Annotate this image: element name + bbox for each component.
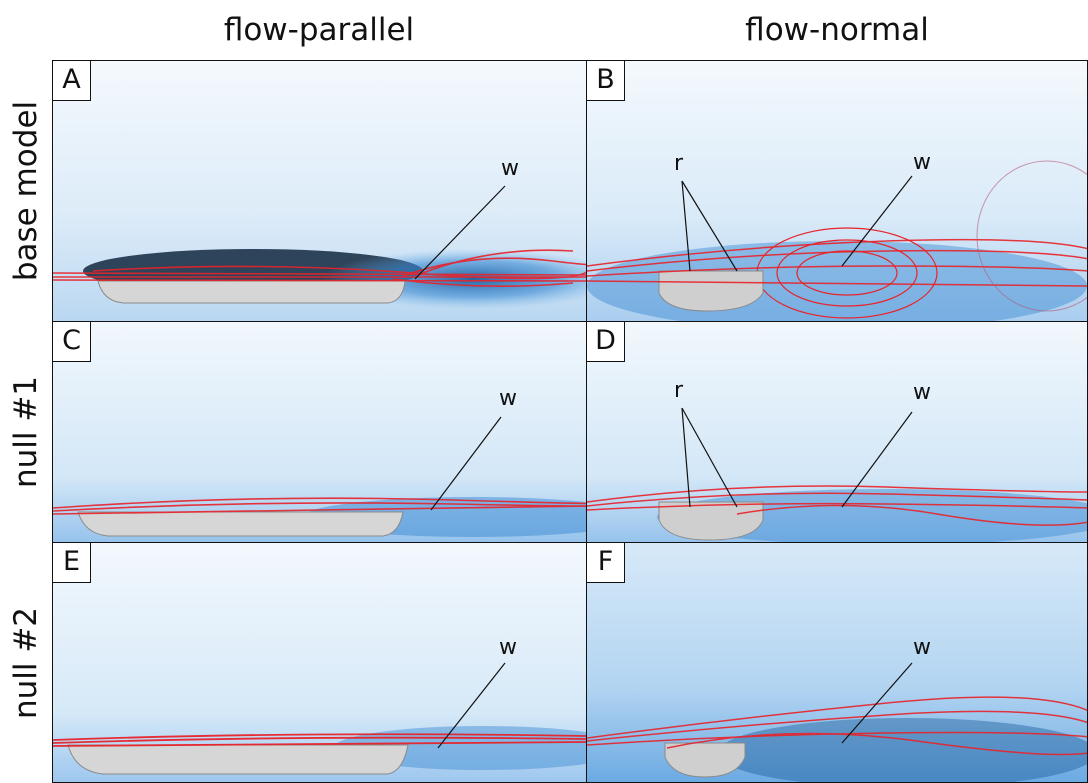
panel-c-flow-image — [53, 322, 586, 542]
column-header-flow-parallel: flow-parallel — [223, 12, 415, 48]
panel-d-label-r: r — [674, 378, 684, 403]
panel-e-label-w: w — [499, 635, 517, 660]
panel-f: F w — [586, 542, 1088, 783]
row-label-null-2: null #2 — [8, 606, 45, 719]
row-header-base-model: base model — [0, 60, 52, 322]
panel-a-letter: A — [53, 61, 91, 101]
panel-a: A w — [52, 60, 587, 322]
column-header-flow-normal: flow-normal — [745, 12, 929, 48]
panel-f-label-w: w — [913, 635, 931, 660]
row-label-null-1: null #1 — [8, 375, 45, 489]
panel-d-flow-image — [587, 322, 1087, 542]
row-header-null-1: null #1 — [0, 322, 52, 542]
row-header-null-2: null #2 — [0, 542, 52, 783]
panel-b-flow-image — [587, 61, 1087, 321]
panel-c: C w — [52, 321, 587, 543]
row-label-base-model: base model — [8, 100, 44, 282]
panel-f-letter: F — [587, 543, 625, 583]
panel-b: B r w — [586, 60, 1088, 322]
panel-c-letter: C — [53, 322, 91, 362]
panel-e: E w — [52, 542, 587, 783]
panel-b-label-w: w — [913, 150, 931, 175]
panel-d: D r w — [586, 321, 1088, 543]
panel-d-label-w: w — [913, 380, 931, 405]
panel-a-label-w: w — [501, 156, 519, 181]
panel-f-flow-image — [587, 543, 1087, 782]
panel-b-label-r: r — [674, 151, 684, 176]
panel-c-label-w: w — [499, 386, 517, 411]
panel-b-letter: B — [587, 61, 625, 101]
panel-e-flow-image — [53, 543, 586, 782]
panel-a-flow-image — [53, 61, 586, 321]
panel-d-letter: D — [587, 322, 625, 362]
panel-e-letter: E — [53, 543, 91, 583]
